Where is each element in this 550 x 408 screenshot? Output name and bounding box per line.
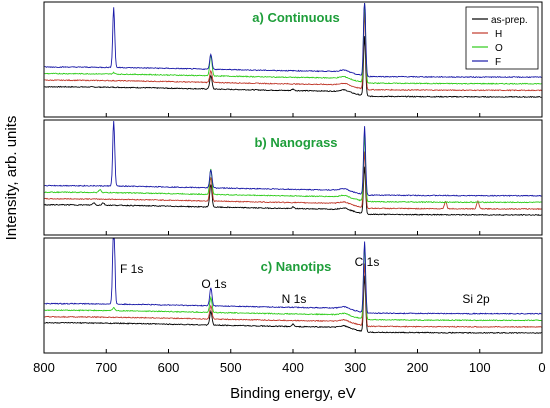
series-line-a-f	[44, 2, 542, 79]
legend-label-f: F	[495, 57, 501, 68]
series-line-a-o	[44, 2, 542, 85]
annotation-o1s: O 1s	[201, 277, 226, 291]
series-line-a-as-prep	[44, 36, 542, 99]
x-tick-label-500: 500	[220, 360, 242, 375]
annotation-si2p: Si 2p	[462, 292, 490, 306]
x-tick-label-700: 700	[95, 360, 117, 375]
x-tick-label-200: 200	[407, 360, 429, 375]
panel-c-title: c) Nanotips	[261, 259, 332, 274]
series-line-c-f	[44, 238, 542, 315]
x-tick-label-100: 100	[469, 360, 491, 375]
series-line-b-as-prep	[44, 166, 542, 216]
x-tick-label-300: 300	[344, 360, 366, 375]
annotation-c1s: C 1s	[355, 255, 380, 269]
legend-label-o: O	[495, 43, 503, 54]
legend: as-prep. H O F	[465, 6, 539, 70]
x-tick-label-800: 800	[33, 360, 55, 375]
series-line-b-h	[44, 151, 542, 211]
series-line-b-o	[44, 135, 542, 204]
series-line-b-f	[44, 120, 542, 197]
legend-box	[465, 6, 539, 70]
panel-a-title: a) Continuous	[252, 10, 339, 25]
panel-b-title: b) Nanograss	[254, 135, 337, 150]
x-tick-label-400: 400	[282, 360, 304, 375]
series-line-c-as-prep	[44, 275, 542, 334]
x-tick-label-600: 600	[158, 360, 180, 375]
annotation-f1s: F 1s	[120, 262, 143, 276]
annotation-n1s: N 1s	[282, 292, 307, 306]
x-axis-title: Binding energy, eV	[230, 385, 356, 402]
legend-label-h: H	[495, 29, 502, 40]
series-line-a-h	[44, 11, 542, 92]
legend-label-as-prep: as-prep.	[491, 15, 528, 26]
series-line-c-o	[44, 244, 542, 322]
x-tick-label-0: 0	[538, 360, 545, 375]
y-axis-title: Intensity, arb. units	[3, 116, 20, 241]
series-line-c-h	[44, 263, 542, 329]
